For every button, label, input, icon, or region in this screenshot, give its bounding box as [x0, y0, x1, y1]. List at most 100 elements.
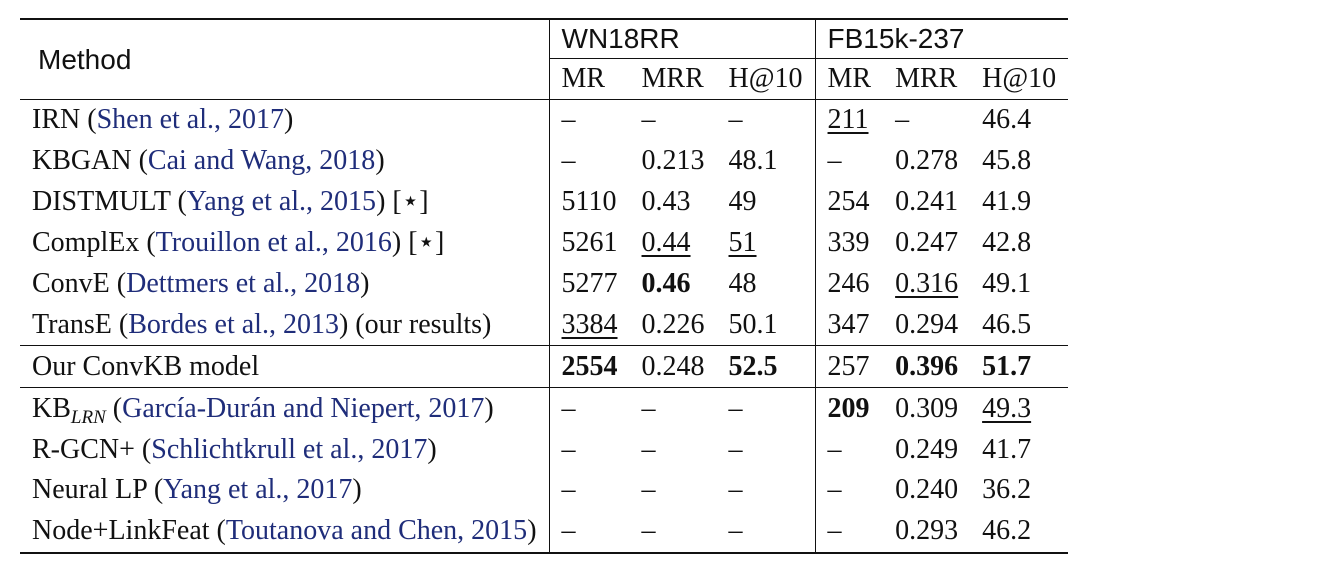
value-text: 49: [728, 186, 757, 218]
method-name: Our ConvKB model: [32, 350, 260, 382]
value-text: –: [641, 433, 656, 465]
citation-link[interactable]: Trouillon et al., 2016: [155, 227, 392, 259]
method-column-header: Method: [20, 18, 550, 100]
method-name: Neural LP: [32, 474, 147, 506]
value-text: 246: [827, 268, 870, 299]
method-note: [⋆]: [392, 186, 429, 218]
value-cell: 5277: [548, 263, 630, 305]
value-text: –: [641, 392, 656, 424]
value-text: 0.247: [895, 227, 959, 259]
value-text: 209: [827, 392, 870, 424]
value-cell: 46.5: [970, 304, 1068, 345]
value-cell: 36.2: [970, 470, 1068, 511]
value-text: 49.3: [982, 392, 1032, 424]
value-cell: –: [630, 470, 717, 511]
value-cell: 0.249: [883, 429, 970, 470]
value-text: 5261: [561, 227, 618, 259]
table-row: DISTMULT (Yang et al., 2015) [⋆] 5110 0.43…: [20, 181, 1068, 223]
value-cell: –: [814, 470, 884, 511]
value-text: 50.1: [728, 308, 778, 340]
citation-link[interactable]: Yang et al., 2015: [186, 186, 377, 218]
value-cell: 347: [814, 304, 884, 346]
method-name: ConvE: [32, 268, 110, 299]
value-text: –: [641, 515, 656, 547]
citation-link[interactable]: Yang et al., 2017: [163, 474, 353, 506]
value-text: 5277: [561, 268, 618, 299]
value-cell: 254: [814, 181, 884, 223]
value-text: –: [728, 433, 743, 465]
value-cell: 0.396: [883, 345, 971, 388]
value-cell: 0.293: [883, 510, 971, 554]
method-name: Node+LinkFeat: [32, 515, 210, 547]
table-row: IRN (Shen et al., 2017) – – –211–46.4: [20, 98, 1069, 141]
method-cell: IRN (Shen et al., 2017): [20, 98, 550, 141]
value-text: –: [641, 474, 656, 506]
method-cell: KBGAN (Cai and Wang, 2018): [32, 145, 385, 177]
citation-link[interactable]: Dettmers et al., 2018: [126, 268, 361, 299]
citation-link[interactable]: Toutanova and Chen, 2015: [225, 515, 528, 547]
value-text: 0.309: [895, 392, 959, 424]
value-cell: 0.46: [630, 264, 717, 305]
value-cell: –: [814, 510, 884, 554]
value-text: 0.241: [895, 186, 959, 218]
value-text: –: [827, 145, 842, 177]
method-cell: R-GCN+ (Schlichtkrull et al., 2017): [32, 433, 437, 465]
value-text: 0.240: [895, 474, 959, 506]
value-text: 51.7: [982, 350, 1032, 382]
value-text: 0.293: [895, 515, 959, 547]
table-row: KBLRN (García-Durán and Niepert, 2017) – –…: [20, 387, 1069, 430]
citation-link[interactable]: Bordes et al., 2013: [128, 308, 339, 340]
value-cell: 211: [814, 98, 884, 141]
method-note: [⋆]: [408, 227, 445, 259]
value-text: 211: [827, 104, 869, 136]
method-cell: ConvE (Dettmers et al., 2018): [32, 268, 370, 299]
value-text: –: [561, 515, 576, 547]
value-cell: –: [883, 98, 971, 141]
value-cell: 5110: [548, 181, 630, 223]
value-text: –: [728, 474, 743, 506]
table-row: TransE (Bordes et al., 2013) (our result…: [20, 304, 1068, 346]
value-cell: 51.7: [970, 345, 1069, 388]
table-row: ComplEx (Trouillon et al., 2016) [⋆] 5261…: [20, 222, 1068, 264]
method-name: TransE: [32, 308, 112, 340]
value-text: –: [561, 392, 576, 424]
value-text: 347: [827, 308, 870, 340]
citation-link[interactable]: García-Durán and Niepert, 2017: [122, 392, 485, 424]
value-text: 2554: [561, 350, 618, 382]
metric-header: MR: [548, 58, 630, 100]
method-cell: DISTMULT (Yang et al., 2015) [⋆]: [32, 186, 429, 218]
value-cell: 49.1: [970, 264, 1068, 305]
value-cell: 52.5: [716, 345, 816, 388]
value-cell: 0.213: [630, 141, 717, 182]
citation-link[interactable]: Cai and Wang, 2018: [147, 145, 376, 177]
citation-link[interactable]: Shen et al., 2017: [96, 104, 284, 136]
method-name: R-GCN+: [32, 433, 135, 465]
value-text: 48: [728, 268, 757, 299]
table-row: Neural LP (Yang et al., 2017) – – – – 0.240 36…: [20, 470, 1068, 511]
metric-header: MR: [814, 58, 884, 100]
method-name: DISTMULT: [32, 186, 171, 218]
value-cell: –: [629, 98, 717, 141]
value-cell: –: [630, 429, 717, 470]
value-text: –: [827, 474, 842, 506]
value-cell: 0.43: [630, 182, 717, 223]
value-cell: 41.7: [970, 429, 1068, 470]
value-text: 0.249: [895, 433, 959, 465]
value-cell: 3384: [548, 304, 630, 346]
citation-link[interactable]: Schlichtkrull et al., 2017: [151, 433, 428, 465]
value-cell: 46.2: [970, 510, 1069, 554]
method-cell: KBLRN (García-Durán and Niepert, 2017): [20, 387, 550, 430]
value-text: 46.2: [982, 515, 1032, 547]
value-cell: 339: [814, 222, 884, 264]
value-text: 0.43: [641, 186, 691, 218]
value-cell: 48.1: [717, 141, 816, 182]
table-row: R-GCN+ (Schlichtkrull et al., 2017) – – – – 0…: [20, 429, 1068, 471]
value-cell: 0.44: [630, 223, 717, 264]
value-cell: –: [717, 429, 816, 470]
value-cell: –: [629, 387, 717, 430]
method-cell: ComplEx (Trouillon et al., 2016) [⋆]: [32, 227, 445, 259]
value-text: 0.226: [641, 308, 705, 340]
value-cell: 50.1: [717, 304, 816, 345]
value-text: –: [895, 104, 910, 136]
value-cell: 0.247: [883, 223, 970, 264]
